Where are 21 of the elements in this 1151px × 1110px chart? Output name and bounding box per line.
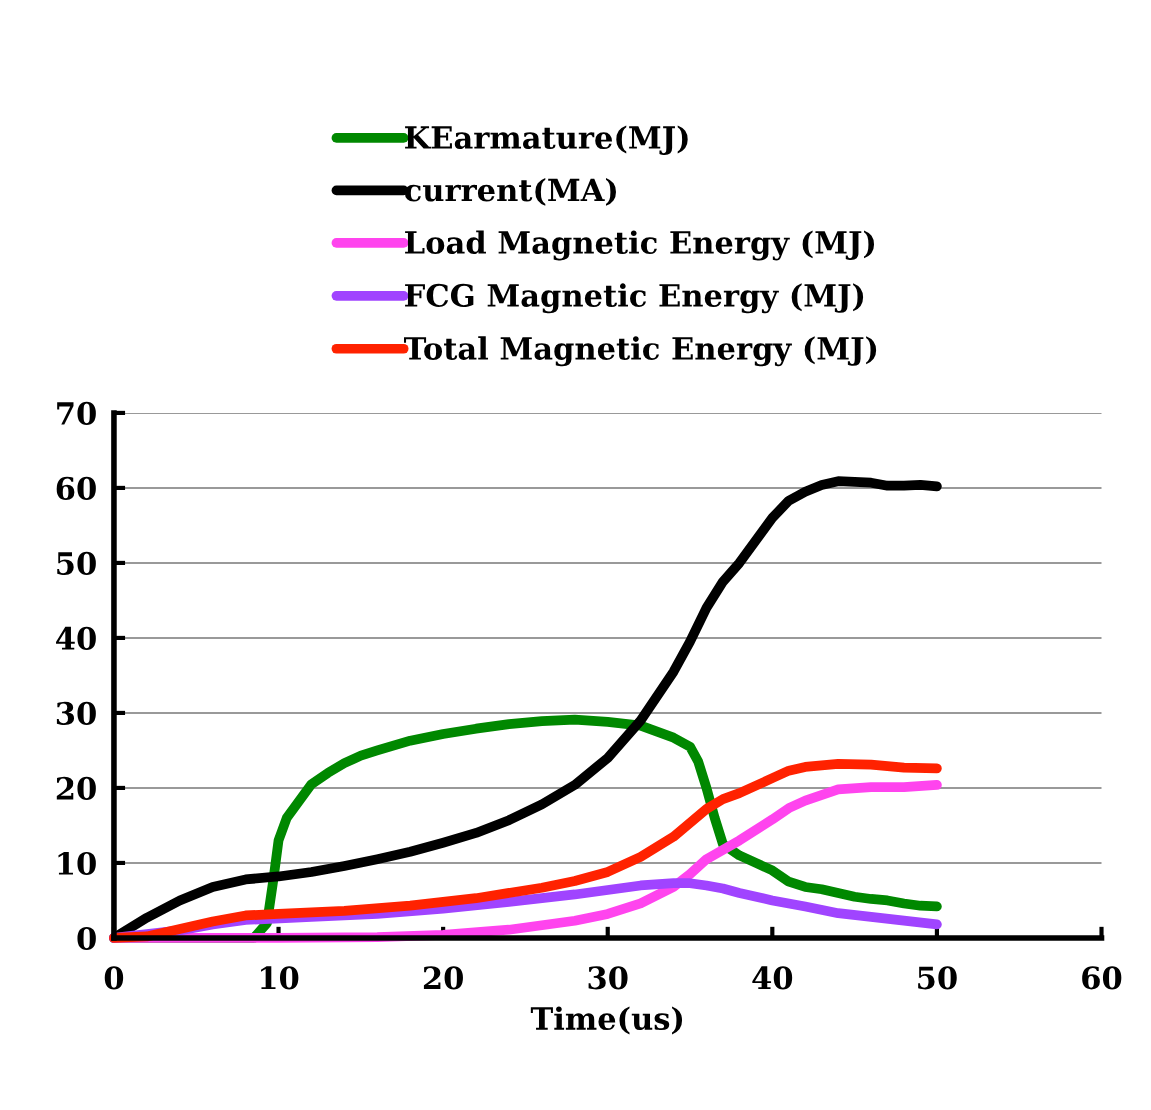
x-tick-label: 30 — [588, 966, 628, 990]
legend-label: Total Magnetic Energy (MJ) — [404, 336, 877, 367]
x-tick-label: 50 — [918, 966, 957, 990]
legend-label: current(MA) — [404, 177, 616, 206]
y-tick-label: 0 — [77, 926, 96, 950]
y-tick-label: 70 — [57, 401, 96, 425]
x-tick-label: 0 — [104, 966, 124, 990]
x-tick-label: 40 — [752, 966, 793, 990]
x-tick-label: 20 — [423, 966, 463, 990]
x-tick-label: 10 — [261, 966, 299, 990]
y-tick-label: 50 — [57, 551, 96, 575]
y-tick-label: 30 — [56, 701, 96, 725]
x-tick-label: 60 — [1082, 966, 1122, 990]
x-axis-title: Time(us) — [530, 1006, 683, 1035]
y-tick-label: 10 — [58, 851, 96, 875]
y-tick-label: 60 — [56, 476, 96, 500]
legend-label: FCG Magnetic Energy (MJ) — [405, 283, 864, 314]
legend-label: KEarmature(MJ) — [405, 125, 688, 155]
y-tick-label: 40 — [56, 626, 96, 650]
legend-label: Load Magnetic Energy (MJ) — [405, 230, 875, 261]
y-tick-label: 20 — [56, 776, 96, 800]
